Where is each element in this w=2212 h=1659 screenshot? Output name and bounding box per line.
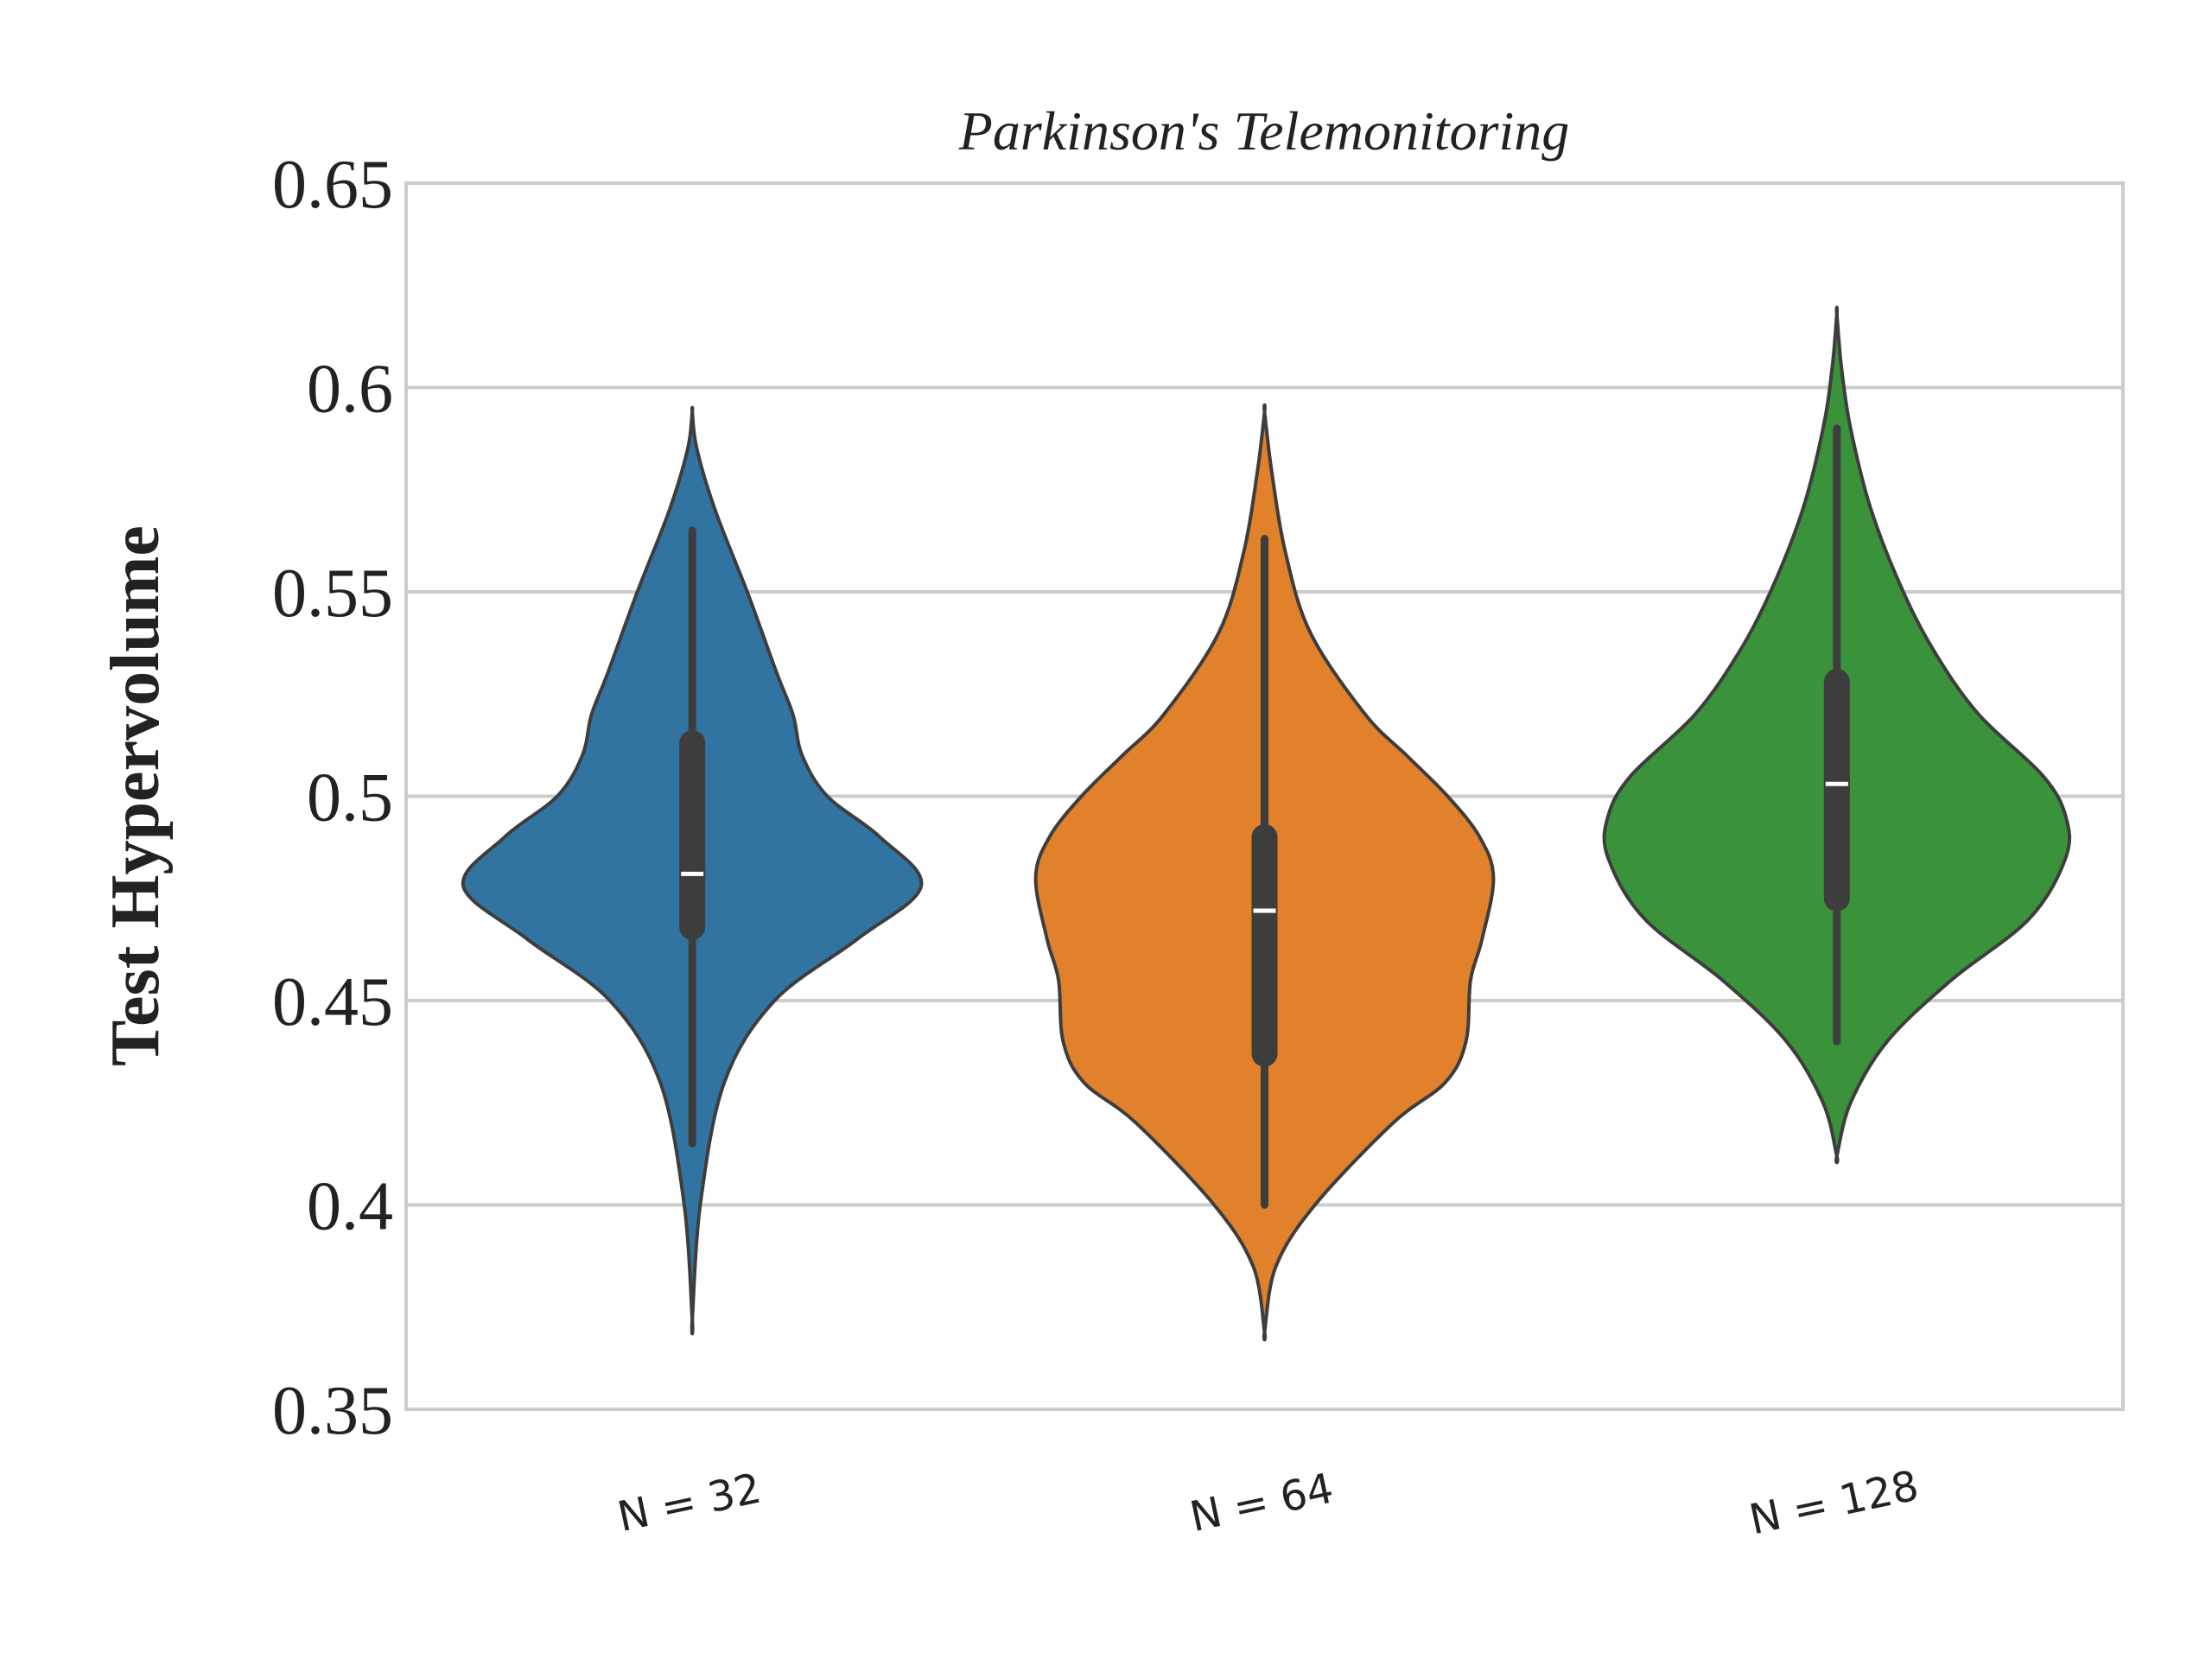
violins [461, 305, 2072, 1342]
y-tick-label: 0.45 [272, 964, 393, 1040]
y-tick-label: 0.65 [272, 147, 393, 223]
chart-title: Parkinson's Telemonitoring [958, 100, 1569, 162]
x-tick-label: N = 32 [613, 1465, 766, 1542]
plot-frame [404, 181, 2125, 1411]
y-axis-label: Test Hypervolume [98, 525, 174, 1066]
y-tick-label: 0.55 [272, 556, 393, 632]
y-tick-label: 0.5 [307, 760, 393, 836]
y-tick-label: 0.35 [272, 1373, 393, 1449]
x-tick-labels: N = 32 N = 64 N = 128 [613, 1461, 1923, 1544]
y-tick-label: 0.6 [307, 352, 393, 428]
x-tick-label: N = 64 [1185, 1465, 1338, 1542]
y-tick-label: 0.4 [307, 1169, 393, 1245]
y-tick-labels: 0.35 0.4 0.45 0.5 0.55 0.6 0.65 [272, 147, 393, 1449]
x-tick-label: N = 128 [1745, 1461, 1923, 1544]
